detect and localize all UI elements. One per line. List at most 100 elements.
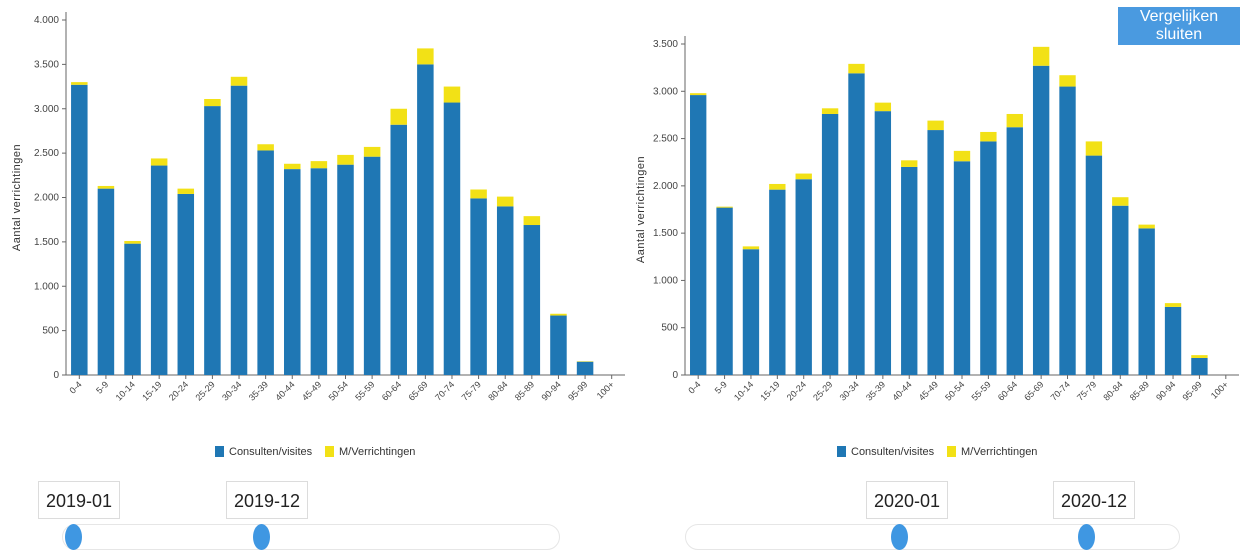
bar-consulten-15-19[interactable] (769, 189, 786, 375)
bar-consulten-30-34[interactable] (848, 73, 865, 376)
slider-right-end-handle[interactable] (1078, 524, 1095, 550)
bar-verrichtingen-5-9[interactable] (97, 185, 115, 189)
bar-consulten-50-54[interactable] (337, 164, 354, 375)
bar-consulten-5-9[interactable] (97, 188, 115, 375)
bar-consulten-60-64[interactable] (1006, 127, 1023, 375)
bar-verrichtingen-85-89[interactable] (523, 216, 541, 226)
bar-verrichtingen-10-14[interactable] (742, 246, 760, 250)
bar-consulten-20-24[interactable] (795, 179, 812, 375)
x-tick-label: 0-4 (67, 379, 83, 395)
bar-consulten-25-29[interactable] (204, 106, 221, 376)
bar-verrichtingen-0-4[interactable] (71, 82, 88, 85)
legend-label-verrichtingen[interactable]: M/Verrichtingen (961, 446, 1037, 458)
legend-label-consulten[interactable]: Consulten/visites (851, 446, 935, 458)
bar-consulten-70-74[interactable] (443, 102, 461, 375)
bar-consulten-40-44[interactable] (284, 169, 301, 375)
legend-swatch-verrichtingen[interactable] (947, 446, 956, 457)
bar-verrichtingen-20-24[interactable] (795, 173, 812, 180)
bar-verrichtingen-30-34[interactable] (230, 76, 248, 86)
bar-consulten-75-79[interactable] (1085, 155, 1103, 375)
legend-swatch-verrichtingen[interactable] (325, 446, 334, 457)
bar-consulten-65-69[interactable] (1032, 65, 1050, 375)
bar-consulten-80-84[interactable] (1112, 205, 1129, 375)
bar-verrichtingen-25-29[interactable] (821, 108, 839, 114)
legend-label-verrichtingen[interactable]: M/Verrichtingen (339, 446, 415, 458)
bar-verrichtingen-40-44[interactable] (901, 160, 918, 167)
bar-consulten-35-39[interactable] (874, 111, 892, 375)
bar-verrichtingen-20-24[interactable] (177, 188, 195, 194)
bar-verrichtingen-25-29[interactable] (204, 98, 221, 107)
bar-verrichtingen-50-54[interactable] (953, 150, 971, 162)
bar-consulten-50-54[interactable] (953, 161, 971, 375)
bar-consulten-30-34[interactable] (230, 85, 248, 376)
bar-verrichtingen-45-49[interactable] (310, 161, 328, 169)
compare-close-button[interactable]: Vergelijken sluiten (1118, 7, 1240, 45)
legend-swatch-consulten[interactable] (215, 446, 224, 457)
bar-verrichtingen-35-39[interactable] (257, 144, 274, 151)
bar-consulten-55-59[interactable] (363, 156, 381, 375)
bar-verrichtingen-70-74[interactable] (443, 86, 461, 103)
bar-consulten-90-94[interactable] (1164, 306, 1182, 375)
bar-consulten-40-44[interactable] (901, 166, 918, 375)
slider-right-start-handle[interactable] (891, 524, 908, 550)
bar-verrichtingen-90-94[interactable] (550, 313, 567, 316)
slider-left-start-label: 2019-01 (38, 481, 121, 519)
bar-consulten-95-99[interactable] (1191, 357, 1208, 375)
bar-verrichtingen-75-79[interactable] (1085, 141, 1103, 156)
bar-consulten-75-79[interactable] (470, 198, 487, 375)
bar-verrichtingen-30-34[interactable] (848, 63, 865, 74)
bar-verrichtingen-85-89[interactable] (1138, 224, 1155, 229)
slider-left-track[interactable] (62, 524, 560, 550)
bar-verrichtingen-60-64[interactable] (1006, 113, 1023, 128)
bar-consulten-0-4[interactable] (690, 95, 707, 375)
bar-verrichtingen-40-44[interactable] (284, 163, 301, 170)
bar-consulten-80-84[interactable] (496, 206, 514, 375)
bar-verrichtingen-95-99[interactable] (1191, 355, 1208, 358)
bar-consulten-20-24[interactable] (177, 193, 195, 375)
bar-verrichtingen-55-59[interactable] (980, 131, 997, 142)
bar-verrichtingen-80-84[interactable] (496, 196, 514, 207)
bar-consulten-60-64[interactable] (390, 124, 407, 375)
bar-verrichtingen-50-54[interactable] (337, 154, 354, 165)
bar-verrichtingen-65-69[interactable] (1032, 46, 1050, 66)
bar-consulten-95-99[interactable] (576, 361, 594, 375)
bar-verrichtingen-60-64[interactable] (390, 108, 407, 125)
bar-verrichtingen-5-9[interactable] (716, 206, 733, 208)
bar-consulten-0-4[interactable] (71, 84, 88, 375)
y-tick-label: 1.500 (653, 228, 678, 239)
x-tick-label: 65-69 (1022, 379, 1045, 402)
bar-verrichtingen-0-4[interactable] (690, 93, 707, 96)
bar-verrichtingen-75-79[interactable] (470, 189, 487, 199)
slider-right-track[interactable] (685, 524, 1180, 550)
bar-consulten-90-94[interactable] (550, 315, 567, 375)
bar-verrichtingen-65-69[interactable] (417, 48, 434, 65)
bar-verrichtingen-70-74[interactable] (1059, 75, 1076, 87)
x-tick-label: 55-59 (353, 379, 376, 402)
bar-consulten-55-59[interactable] (980, 141, 997, 375)
slider-left-end-handle[interactable] (253, 524, 270, 550)
bar-consulten-25-29[interactable] (821, 113, 839, 376)
bar-consulten-10-14[interactable] (124, 243, 141, 375)
bar-verrichtingen-35-39[interactable] (874, 102, 892, 112)
bar-consulten-15-19[interactable] (150, 165, 168, 375)
bar-consulten-45-49[interactable] (310, 168, 328, 375)
bar-consulten-85-89[interactable] (523, 225, 541, 375)
legend-label-consulten[interactable]: Consulten/visites (229, 446, 313, 458)
bar-verrichtingen-80-84[interactable] (1112, 197, 1129, 206)
bar-consulten-5-9[interactable] (716, 207, 733, 375)
bar-verrichtingen-90-94[interactable] (1164, 303, 1182, 307)
legend-swatch-consulten[interactable] (837, 446, 846, 457)
bar-verrichtingen-10-14[interactable] (124, 240, 141, 244)
bar-consulten-70-74[interactable] (1059, 86, 1076, 376)
slider-left-start-handle[interactable] (65, 524, 82, 550)
bar-consulten-35-39[interactable] (257, 150, 274, 375)
bar-consulten-85-89[interactable] (1138, 228, 1155, 375)
bar-consulten-45-49[interactable] (927, 130, 944, 375)
bar-verrichtingen-45-49[interactable] (927, 120, 944, 131)
bar-consulten-10-14[interactable] (742, 249, 760, 375)
bar-consulten-65-69[interactable] (417, 64, 434, 375)
bar-verrichtingen-15-19[interactable] (150, 158, 168, 166)
bar-verrichtingen-15-19[interactable] (769, 183, 786, 190)
bar-verrichtingen-55-59[interactable] (363, 146, 381, 157)
x-tick-label: 85-89 (513, 379, 536, 402)
